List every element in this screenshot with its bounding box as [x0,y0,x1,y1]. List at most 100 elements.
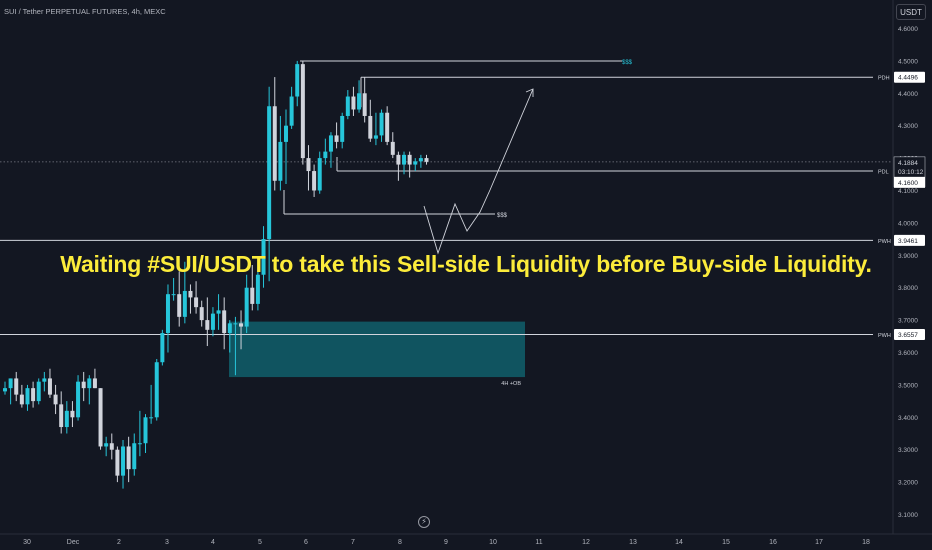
candle [278,115,283,191]
candle [210,307,215,337]
time-tick-label: Dec [67,539,80,546]
time-tick-label: 18 [862,539,870,546]
candle-body [267,106,272,240]
candle-body [379,112,384,136]
candle-body [418,158,423,162]
candle [402,151,407,175]
candle-body [334,135,339,142]
candle-body [424,158,429,162]
candle-body [19,394,24,405]
candle [104,436,109,457]
candle [98,388,103,450]
price-tick-label: 4.0000 [898,220,918,227]
pwh-upper-level-price: 3.9461 [898,238,918,245]
candle [205,297,210,347]
projected-path-arrowhead [525,88,534,97]
time-tick-label: 10 [489,539,497,546]
candle-body [8,378,13,389]
time-tick-label: 12 [582,539,590,546]
projected-path [423,88,534,255]
candle-body [160,333,165,363]
candle-body [76,381,81,418]
buy-liquidity-label: $$$ [622,60,633,66]
candle [121,439,126,489]
candle [351,86,356,116]
time-tick-label: 7 [351,539,355,546]
candle-body [92,378,97,389]
candle-body [121,446,126,476]
candle-body [42,378,47,382]
candle-body [396,154,401,165]
time-tick-label: 16 [769,539,777,546]
candle [3,381,7,395]
candle-body [36,381,41,402]
candle [177,271,182,327]
price-tick-label: 3.2000 [898,480,918,487]
candle-body [357,93,362,110]
candle-body [289,96,294,126]
price-tick-label: 3.5000 [898,382,918,389]
candle-body [14,378,19,395]
price-tick-label: 3.4000 [898,415,918,422]
candle [194,281,199,314]
candle-body [104,443,109,447]
candle [323,138,328,165]
candle [390,132,395,159]
lightning-icon[interactable]: ⚡ [418,516,430,528]
candle [328,132,333,168]
candle [385,106,390,146]
candle [165,284,170,353]
candle-body [390,141,395,155]
chart-headline-annotation: Waiting #SUI/USDT to take this Sell-side… [60,251,872,277]
candle-body [53,394,58,405]
candle-body [385,112,390,142]
candle-body [70,410,75,418]
candle-body [351,96,356,110]
candle [239,310,244,350]
candle-body [59,404,64,428]
price-tick-label: 4.4000 [898,91,918,98]
candle [31,381,36,408]
candle-body [328,135,333,152]
candle-body [182,290,187,317]
candle-body [154,362,159,418]
pwh-lower-level-price-box [894,328,925,340]
pdh-level-price-box [894,71,925,83]
pdh-level-name: PDH [878,76,890,82]
candle-body [323,151,328,159]
candle-body [306,158,311,172]
candle [188,284,193,314]
candle [132,433,137,476]
candle-body [171,294,176,296]
sell-liquidity-label: $$$ [497,213,508,219]
candle [362,77,367,123]
candle-body [312,171,317,191]
candle-body [222,310,227,334]
price-tick-label: 3.3000 [898,447,918,454]
candle [76,375,81,421]
candle [267,86,272,282]
candle [340,112,345,149]
price-tick-label: 3.9000 [898,253,918,260]
candle-body [3,388,7,392]
candle [19,384,24,408]
candle-body [216,310,221,314]
candle-body [345,96,350,116]
candle-body [295,64,300,97]
candle [289,86,294,129]
time-tick-label: 8 [398,539,402,546]
candle-body [115,449,120,476]
candle [199,300,204,327]
candle [284,109,288,185]
last-price-countdown: 03:10:12 [898,169,924,176]
candle-body [210,313,215,330]
price-tick-label: 4.1000 [898,188,918,195]
time-tick-label: 9 [444,539,448,546]
currency-button[interactable]: USDT [896,4,926,20]
pwh-upper-level-name: PWH [878,239,891,245]
candle [154,358,159,421]
pwh-lower-level-name: PWH [878,333,891,339]
candle-body [25,388,30,405]
